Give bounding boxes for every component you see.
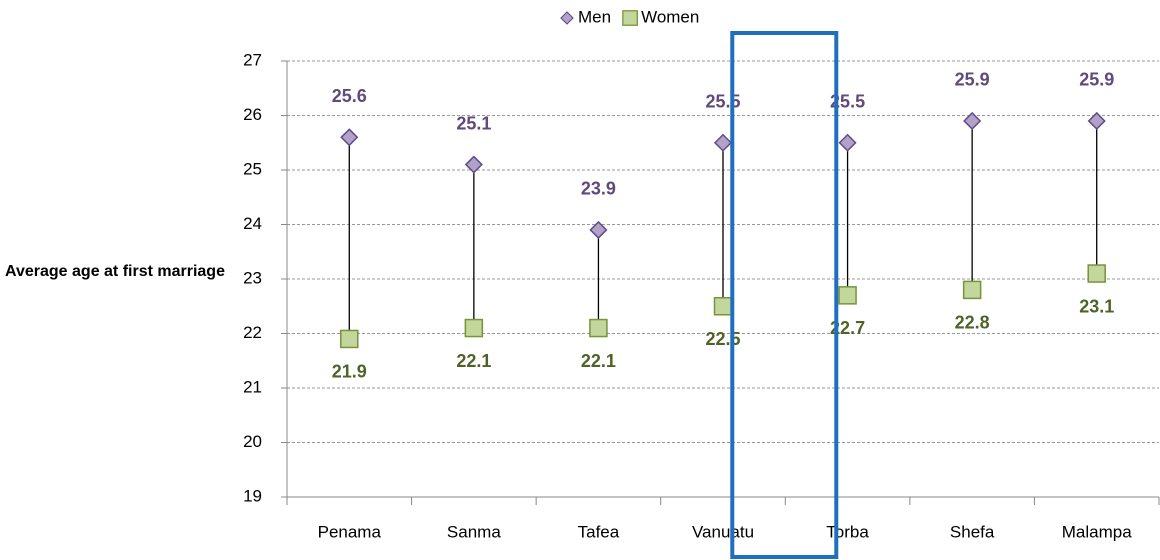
men-marker — [838, 133, 857, 152]
y-tick-label: 21 — [243, 377, 262, 396]
men-marker — [963, 111, 982, 131]
data-label: 23.1 — [1079, 296, 1114, 316]
y-tick-label: 23 — [243, 268, 262, 287]
data-label: 22.8 — [955, 313, 990, 333]
men-marker — [1087, 111, 1106, 131]
x-tick-label: Tafea — [578, 522, 620, 541]
x-tick-label: Sanma — [447, 522, 501, 541]
data-label: 25.6 — [332, 86, 367, 106]
y-tick-label: 20 — [243, 432, 262, 451]
y-tick-label: 27 — [243, 50, 262, 69]
men-marker — [464, 155, 483, 174]
y-tick-label: 22 — [243, 323, 262, 342]
data-label: 22.7 — [830, 318, 865, 338]
men-marker — [589, 220, 608, 240]
data-label: 23.9 — [581, 179, 616, 199]
data-label: 25.9 — [955, 70, 990, 90]
x-tick-label: Torba — [826, 522, 869, 541]
women-marker — [464, 318, 484, 338]
data-label: 22.5 — [705, 329, 740, 349]
women-marker — [838, 286, 857, 305]
x-tick-label: Vanuatu — [692, 522, 754, 541]
legend-marker — [622, 10, 638, 26]
data-label: 25.1 — [456, 113, 491, 133]
y-tick-label: 19 — [243, 486, 262, 505]
men-marker — [340, 128, 359, 147]
x-tick-label: Malampa — [1062, 522, 1132, 541]
x-tick-label: Shefa — [950, 522, 995, 541]
legend-marker — [560, 11, 574, 25]
women-marker — [340, 329, 359, 349]
data-label: 25.5 — [705, 92, 740, 112]
y-tick-label: 26 — [243, 105, 262, 124]
men-marker — [713, 133, 733, 152]
data-label: 25.9 — [1079, 70, 1114, 90]
legend-label: Women — [641, 7, 699, 26]
y-tick-label: 24 — [243, 214, 262, 233]
legend-label: Men — [578, 7, 611, 26]
data-label: 22.1 — [581, 351, 616, 371]
data-label: 25.5 — [830, 92, 865, 112]
data-label: 21.9 — [332, 362, 367, 382]
y-tick-label: 25 — [243, 159, 262, 178]
y-axis-label: Average age at first marriage — [5, 263, 225, 280]
women-marker — [962, 280, 982, 300]
women-marker — [589, 318, 608, 338]
highlight-box — [730, 31, 839, 559]
data-label: 22.1 — [456, 351, 491, 371]
women-marker — [1087, 264, 1106, 283]
women-marker — [713, 297, 733, 316]
x-tick-label: Penama — [318, 522, 382, 541]
